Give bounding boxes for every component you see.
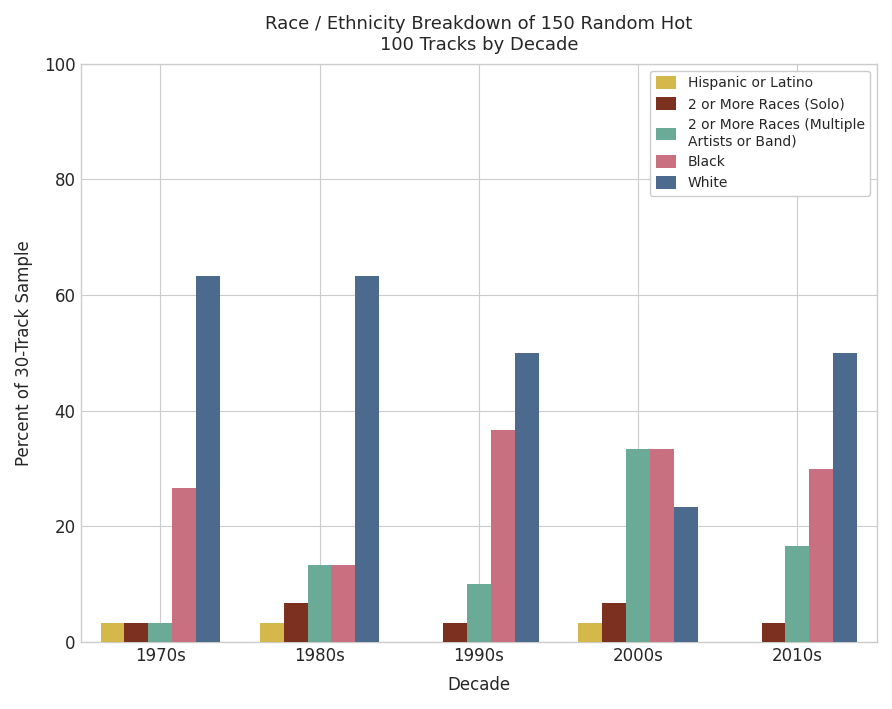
Bar xyxy=(786,546,809,642)
Bar xyxy=(467,584,491,642)
Bar xyxy=(674,507,698,642)
Bar xyxy=(332,565,355,642)
Bar xyxy=(101,623,124,642)
X-axis label: Decade: Decade xyxy=(447,676,510,694)
Bar xyxy=(308,565,332,642)
Bar xyxy=(833,353,857,642)
Bar xyxy=(172,488,196,642)
Bar xyxy=(148,623,172,642)
Bar xyxy=(809,469,833,642)
Bar xyxy=(284,603,308,642)
Bar xyxy=(650,450,674,642)
Title: Race / Ethnicity Breakdown of 150 Random Hot
100 Tracks by Decade: Race / Ethnicity Breakdown of 150 Random… xyxy=(265,15,692,54)
Bar xyxy=(626,450,650,642)
Bar xyxy=(124,623,148,642)
Bar xyxy=(443,623,467,642)
Y-axis label: Percent of 30-Track Sample: Percent of 30-Track Sample xyxy=(15,240,33,466)
Bar xyxy=(491,430,515,642)
Bar xyxy=(602,603,626,642)
Bar xyxy=(762,623,786,642)
Bar xyxy=(355,276,379,642)
Bar xyxy=(515,353,539,642)
Bar xyxy=(260,623,284,642)
Bar xyxy=(578,623,602,642)
Bar xyxy=(196,276,220,642)
Legend: Hispanic or Latino, 2 or More Races (Solo), 2 or More Races (Multiple
Artists or: Hispanic or Latino, 2 or More Races (Sol… xyxy=(650,71,870,196)
